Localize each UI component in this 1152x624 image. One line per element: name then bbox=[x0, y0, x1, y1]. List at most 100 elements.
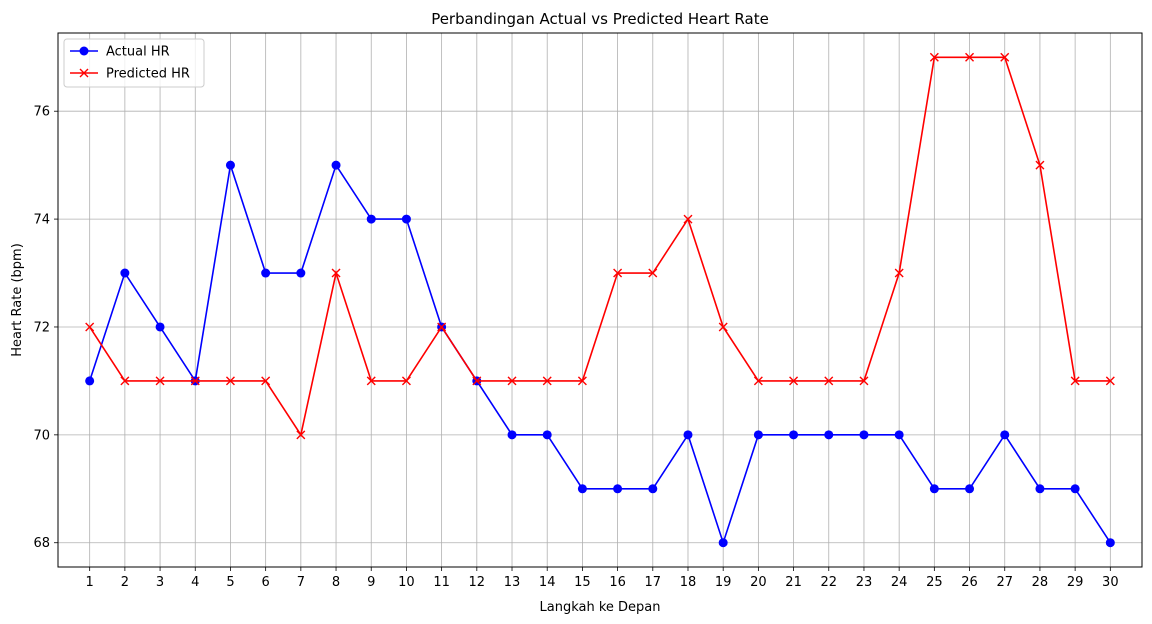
data-point bbox=[542, 430, 552, 440]
chart-title: Perbandingan Actual vs Predicted Heart R… bbox=[431, 10, 769, 28]
x-tick-label: 19 bbox=[715, 575, 732, 590]
data-point bbox=[155, 376, 165, 386]
data-point bbox=[648, 484, 658, 494]
y-tick-label: 76 bbox=[33, 105, 50, 120]
x-tick-label: 29 bbox=[1067, 575, 1084, 590]
x-tick-label: 10 bbox=[398, 575, 415, 590]
data-point bbox=[824, 376, 834, 386]
data-point bbox=[577, 376, 587, 386]
x-axis-ticks: 1 2 3 4 5 6 7 8 9 10 11 12 13 14 15 16 17 18 19 20 21 22 23 24 2… bbox=[86, 567, 1119, 590]
data-point bbox=[120, 268, 130, 278]
series-line bbox=[89, 56, 1111, 437]
data-point bbox=[613, 484, 623, 494]
legend-box bbox=[63, 38, 205, 88]
data-point bbox=[683, 214, 693, 224]
x-tick-label: 11 bbox=[433, 575, 450, 590]
data-point bbox=[859, 430, 869, 440]
data-point bbox=[929, 484, 939, 494]
data-point bbox=[789, 376, 799, 386]
legend: Actual HR Predicted HR bbox=[63, 38, 205, 88]
x-tick-label: 9 bbox=[367, 575, 375, 590]
x-tick-label: 8 bbox=[332, 575, 340, 590]
data-point bbox=[965, 484, 975, 494]
y-axis-ticks: 68 70 72 74 76 bbox=[33, 105, 58, 551]
series-group bbox=[85, 52, 1115, 548]
legend-marker bbox=[79, 68, 89, 78]
data-point bbox=[296, 430, 306, 440]
y-tick-label: 74 bbox=[33, 213, 50, 228]
data-point bbox=[1105, 538, 1115, 548]
data-point bbox=[718, 322, 728, 332]
data-point bbox=[190, 376, 200, 386]
data-point bbox=[437, 322, 447, 332]
x-axis-label: Langkah ke Depan bbox=[540, 600, 661, 615]
x-tick-label: 14 bbox=[539, 575, 556, 590]
series-predicted-hr bbox=[85, 52, 1115, 440]
data-point bbox=[401, 376, 411, 386]
data-point bbox=[718, 538, 728, 548]
legend-label: Actual HR bbox=[106, 45, 170, 60]
plot-frame bbox=[57, 32, 1143, 568]
x-tick-label: 18 bbox=[680, 575, 697, 590]
data-point bbox=[331, 160, 341, 170]
x-tick-label: 24 bbox=[891, 575, 908, 590]
data-point bbox=[366, 376, 376, 386]
data-point bbox=[1070, 484, 1080, 494]
data-point bbox=[225, 376, 235, 386]
x-tick-label: 22 bbox=[820, 575, 837, 590]
x-tick-label: 21 bbox=[785, 575, 802, 590]
data-point bbox=[85, 376, 95, 386]
x-tick-label: 23 bbox=[856, 575, 873, 590]
x-tick-label: 30 bbox=[1102, 575, 1119, 590]
data-point bbox=[894, 430, 904, 440]
y-tick-label: 72 bbox=[33, 320, 50, 335]
data-point bbox=[613, 268, 623, 278]
data-point bbox=[296, 268, 306, 278]
data-point bbox=[120, 376, 130, 386]
grid bbox=[58, 33, 1142, 567]
legend-marker bbox=[79, 46, 89, 56]
y-tick-label: 70 bbox=[33, 428, 50, 443]
data-point bbox=[85, 322, 95, 332]
data-point bbox=[577, 484, 587, 494]
x-tick-label: 6 bbox=[262, 575, 270, 590]
data-point bbox=[753, 430, 763, 440]
x-tick-label: 16 bbox=[609, 575, 626, 590]
x-tick-label: 26 bbox=[961, 575, 978, 590]
data-point bbox=[789, 430, 799, 440]
data-point bbox=[683, 430, 693, 440]
data-point bbox=[929, 52, 939, 62]
x-tick-label: 2 bbox=[121, 575, 129, 590]
data-point bbox=[965, 52, 975, 62]
x-tick-label: 28 bbox=[1032, 575, 1049, 590]
data-point bbox=[401, 214, 411, 224]
data-point bbox=[261, 268, 271, 278]
y-axis-label: Heart Rate (bpm) bbox=[10, 243, 25, 357]
x-tick-label: 12 bbox=[469, 575, 486, 590]
x-tick-label: 15 bbox=[574, 575, 591, 590]
data-point bbox=[1035, 484, 1045, 494]
data-point bbox=[1000, 430, 1010, 440]
legend-label: Predicted HR bbox=[106, 67, 190, 82]
x-tick-label: 27 bbox=[996, 575, 1013, 590]
series-actual-hr bbox=[85, 160, 1115, 548]
x-tick-label: 20 bbox=[750, 575, 767, 590]
x-tick-label: 25 bbox=[926, 575, 943, 590]
data-point bbox=[507, 376, 517, 386]
x-tick-label: 3 bbox=[156, 575, 164, 590]
data-point bbox=[894, 268, 904, 278]
x-tick-label: 4 bbox=[191, 575, 199, 590]
data-point bbox=[542, 376, 552, 386]
data-point bbox=[753, 376, 763, 386]
data-point bbox=[472, 376, 482, 386]
data-point bbox=[859, 376, 869, 386]
data-point bbox=[507, 430, 517, 440]
data-point bbox=[1070, 376, 1080, 386]
data-point bbox=[824, 430, 834, 440]
x-tick-label: 1 bbox=[86, 575, 94, 590]
data-point bbox=[261, 376, 271, 386]
x-tick-label: 5 bbox=[226, 575, 234, 590]
y-tick-label: 68 bbox=[33, 536, 50, 551]
data-point bbox=[648, 268, 658, 278]
